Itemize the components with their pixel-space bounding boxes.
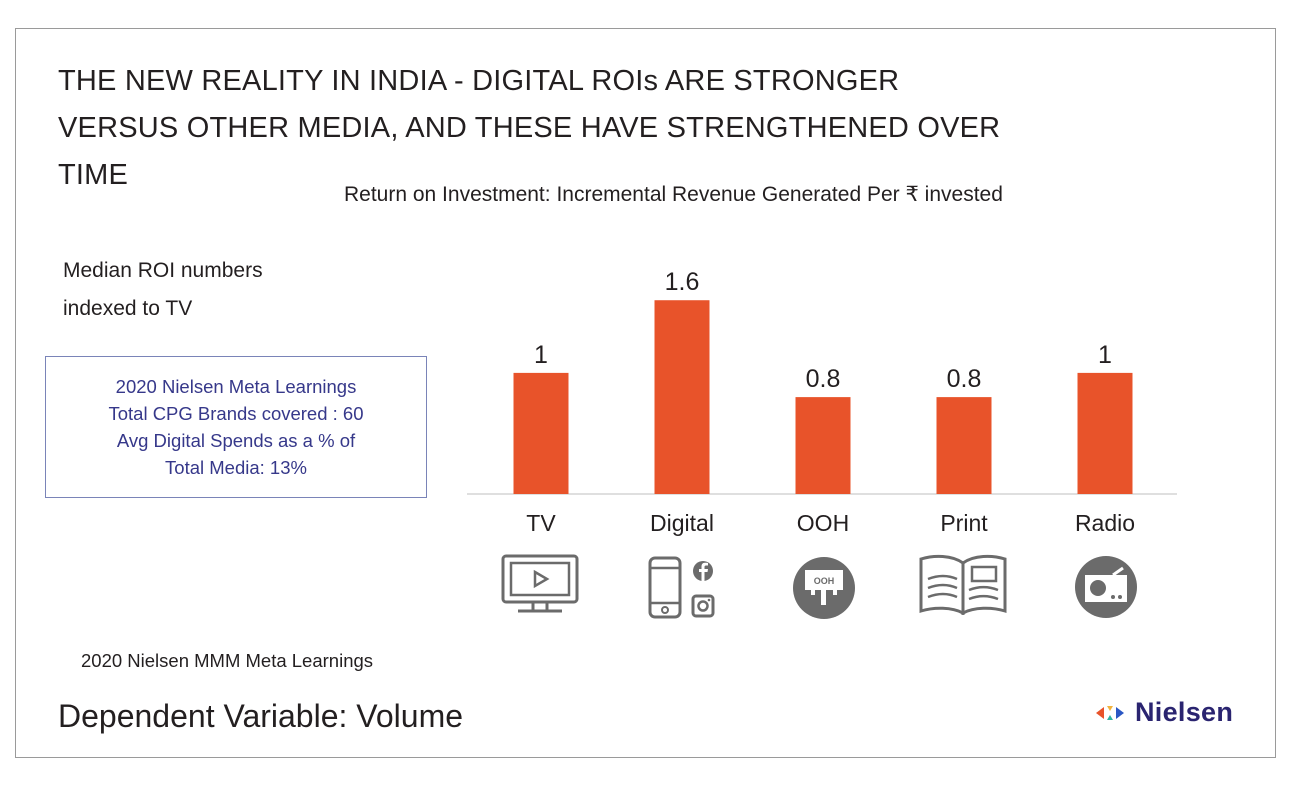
ooh-billboard-icon: OOH: [793, 557, 855, 619]
info-box: 2020 Nielsen Meta Learnings Total CPG Br…: [45, 356, 427, 498]
nielsen-logo-mark-icon: [1096, 705, 1124, 720]
category-label: Print: [940, 510, 988, 536]
info-line: Avg Digital Spends as a % of: [116, 430, 356, 451]
footnote: 2020 Nielsen MMM Meta Learnings: [81, 650, 374, 671]
data-label: 1: [534, 341, 548, 369]
bar-radio: [1077, 372, 1133, 494]
slide-title: THE NEW REALITY IN INDIA - DIGITAL ROIs …: [58, 65, 1001, 191]
category-label: Digital: [650, 510, 714, 536]
info-line: 2020 Nielsen Meta Learnings: [115, 376, 357, 397]
slide-frame: [15, 28, 1276, 758]
nielsen-logo: Nielsen: [1093, 697, 1233, 728]
chart-title: Return on Investment: Incremental Revenu…: [344, 183, 1003, 206]
bar-digital: [654, 300, 710, 494]
dependent-variable-label: Dependent Variable: Volume: [58, 698, 464, 734]
info-line: Total CPG Brands covered : 60: [108, 403, 364, 424]
bar-print: [936, 397, 992, 494]
data-label: 1.6: [665, 268, 700, 296]
category-label: OOH: [797, 510, 849, 536]
print-open-book-icon: [919, 554, 1007, 615]
data-label: 0.8: [806, 365, 841, 393]
svg-text:OOH: OOH: [814, 576, 835, 586]
data-label: 1: [1098, 341, 1112, 369]
smartphone-social-icon: [648, 556, 715, 619]
radio-icon: [1075, 556, 1137, 618]
nielsen-logo-text: Nielsen: [1135, 697, 1234, 727]
tv-screen-play-icon: [501, 554, 579, 613]
bar-tv: [513, 372, 569, 494]
category-label: Radio: [1075, 510, 1135, 536]
data-label: 0.8: [947, 365, 982, 393]
side-note: Median ROI numbers indexed to TV: [63, 259, 263, 320]
category-label: TV: [526, 510, 556, 536]
bar-ooh: [795, 397, 851, 494]
info-line: Total Media: 13%: [165, 457, 307, 478]
